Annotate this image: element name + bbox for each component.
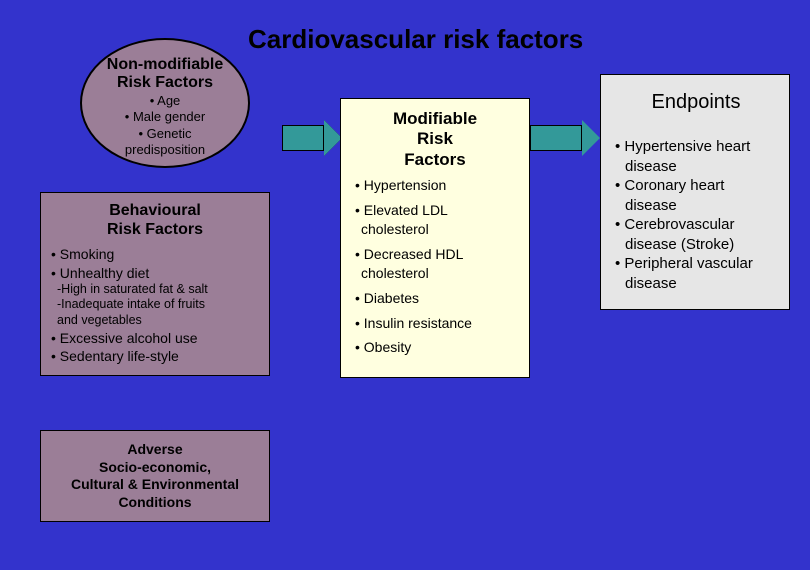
- adverse-line: Conditions: [47, 494, 263, 512]
- adverse-box: Adverse Socio-economic, Cultural & Envir…: [40, 430, 270, 522]
- adverse-line: Adverse: [47, 441, 263, 459]
- behavioural-subitem: -High in saturated fat & salt: [51, 282, 259, 298]
- page-title: Cardiovascular risk factors: [248, 24, 583, 55]
- behavioural-item: • Unhealthy diet: [51, 264, 259, 282]
- endpoints-item: • Cerebrovascular disease (Stroke): [615, 215, 777, 254]
- nonmodifiable-item: • Genetic: [82, 126, 248, 142]
- modifiable-item: • Hypertension: [355, 176, 515, 195]
- behavioural-header2: Risk Factors: [51, 220, 259, 239]
- adverse-line: Cultural & Environmental: [47, 476, 263, 494]
- modifiable-item: • Obesity: [355, 338, 515, 357]
- behavioural-subitem: -Inadequate intake of fruits: [51, 297, 259, 313]
- modifiable-box: Modifiable Risk Factors • Hypertension •…: [340, 98, 530, 378]
- modifiable-item: • Decreased HDL cholesterol: [355, 245, 515, 283]
- adverse-line: Socio-economic,: [47, 459, 263, 477]
- endpoints-box: Endpoints • Hypertensive heart disease •…: [600, 74, 790, 310]
- modifiable-item: • Diabetes: [355, 289, 515, 308]
- behavioural-item: • Sedentary life-style: [51, 347, 259, 365]
- behavioural-subitem: and vegetables: [51, 313, 259, 329]
- modifiable-item: • Insulin resistance: [355, 314, 515, 333]
- arrow-icon: [530, 120, 600, 156]
- endpoints-header: Endpoints: [615, 89, 777, 115]
- nonmodifiable-item: • Age: [82, 93, 248, 109]
- endpoints-item: • Peripheral vascular disease: [615, 254, 777, 293]
- modifiable-header1: Modifiable: [355, 109, 515, 129]
- nonmodifiable-header2: Risk Factors: [82, 74, 248, 92]
- behavioural-item: • Smoking: [51, 245, 259, 263]
- nonmodifiable-item: • Male gender: [82, 109, 248, 125]
- nonmodifiable-item: predisposition: [82, 142, 248, 158]
- modifiable-item: • Elevated LDL cholesterol: [355, 201, 515, 239]
- endpoints-item: • Hypertensive heart disease: [615, 137, 777, 176]
- modifiable-header2: Risk: [355, 129, 515, 149]
- behavioural-header1: Behavioural: [51, 201, 259, 220]
- nonmodifiable-ellipse: Non-modifiable Risk Factors • Age • Male…: [80, 38, 250, 168]
- modifiable-header3: Factors: [355, 150, 515, 170]
- behavioural-box: Behavioural Risk Factors • Smoking • Unh…: [40, 192, 270, 376]
- arrow-icon: [282, 120, 342, 156]
- nonmodifiable-header1: Non-modifiable: [82, 56, 248, 74]
- endpoints-item: • Coronary heart disease: [615, 176, 777, 215]
- behavioural-item: • Excessive alcohol use: [51, 329, 259, 347]
